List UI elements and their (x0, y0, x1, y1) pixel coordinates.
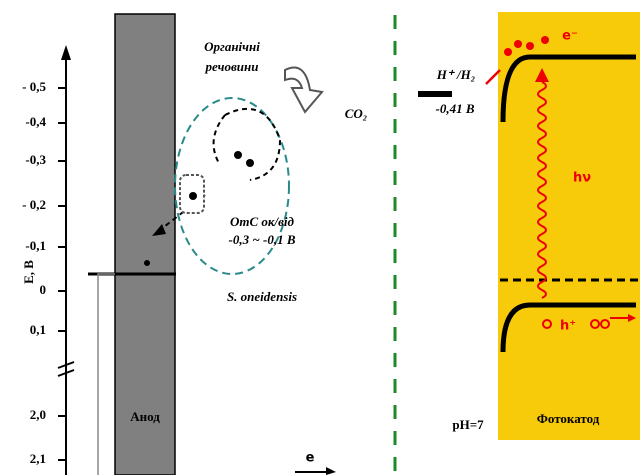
tick-label: - 0,5 (22, 79, 46, 94)
cathode-label: Фотокатод (537, 411, 600, 426)
tick-label: - 0,2 (22, 197, 46, 212)
organics: Органічні (204, 39, 260, 54)
omc-range: -0,3 ~ -0,1 B (229, 232, 296, 247)
hole-label: h⁺ (560, 319, 576, 334)
diagram: Анод - 0,5 -0,4 -0,3 - 0,2 -0,1 0 0,1 2,0 2,1 E,… (0, 0, 640, 475)
current-arrowhead (326, 467, 336, 475)
electron-label: e⁻ (562, 29, 578, 44)
organics: речовини (205, 59, 259, 74)
anode (115, 14, 175, 475)
tick-label: -0,4 (25, 114, 46, 129)
axis-arrow (61, 45, 71, 60)
tick-label: 0,1 (30, 322, 46, 337)
dot (189, 192, 197, 200)
tick-label: 2,1 (30, 451, 46, 466)
ph: pH=7 (452, 417, 484, 432)
couple: H⁺ /H₂ (436, 67, 475, 82)
omc-label: OmC ок/від (230, 214, 295, 229)
anode-label: Анод (130, 409, 160, 424)
tick-label: 2,0 (30, 407, 46, 422)
potential: -0,41 B (436, 101, 475, 116)
axis-label: E, B (21, 260, 36, 284)
wire (98, 274, 115, 475)
curved-arrow (285, 68, 322, 113)
tick-label: -0,3 (25, 152, 46, 167)
dot (234, 151, 242, 159)
electron-dot (144, 260, 150, 266)
current-electron: e (306, 451, 315, 466)
co2: CO₂ (345, 106, 368, 121)
photocathode (498, 12, 640, 440)
cycle (160, 109, 280, 230)
species: S. oneidensis (227, 289, 297, 304)
photon-label: hν (573, 171, 591, 186)
tick-label: -0,1 (25, 238, 46, 253)
dot (246, 159, 254, 167)
red-arrow (486, 70, 500, 84)
tick-label: 0 (40, 282, 47, 297)
